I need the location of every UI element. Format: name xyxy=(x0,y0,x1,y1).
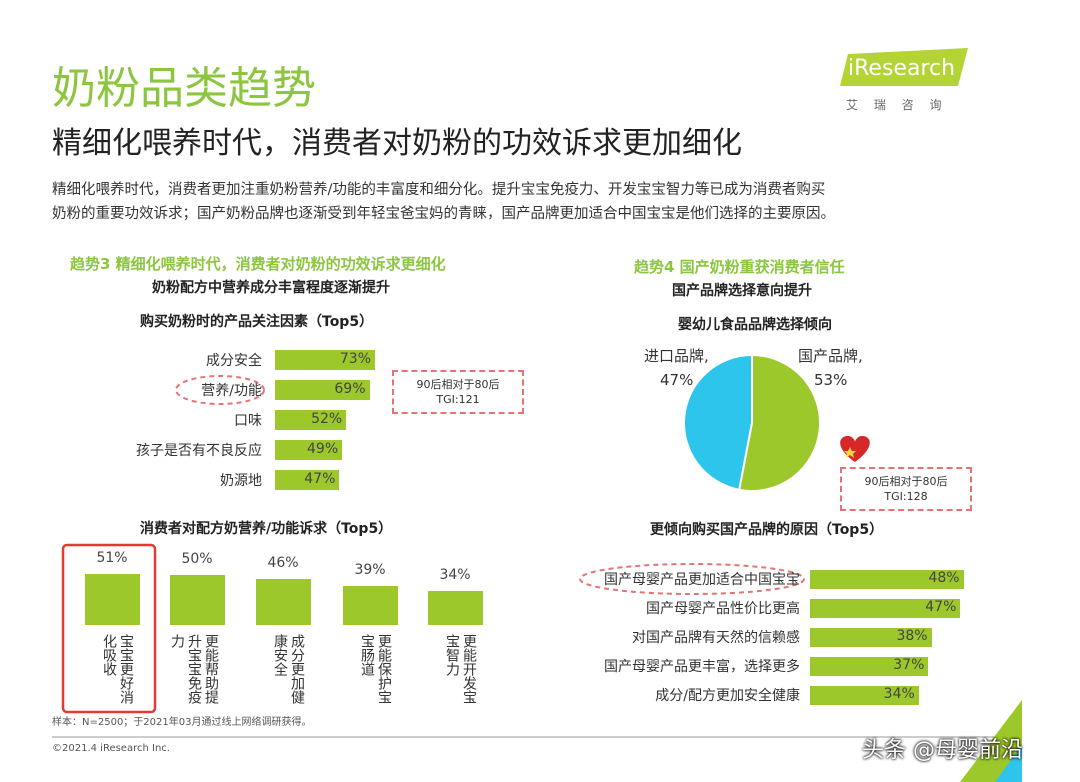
value-label: 34% xyxy=(883,686,915,702)
category-label: 国产母婴产品更加适合中国宝宝 xyxy=(604,572,800,588)
logo-sub: 艾 瑞 咨 询 xyxy=(846,98,948,112)
annotation: 90后相对于80后 TGI:128 xyxy=(840,467,972,511)
value-label: 46% xyxy=(267,555,299,571)
bar xyxy=(275,470,340,490)
value-label: 50% xyxy=(181,551,213,567)
category-label: 国产母婴产品性价比更高 xyxy=(646,601,800,617)
pie-slice xyxy=(682,353,753,491)
annotation-line: 90后相对于80后 xyxy=(864,475,948,488)
category-label: 成分更加健康安全 xyxy=(272,634,305,704)
subtitle: 精细化喂养时代，消费者对奶粉的功效诉求更加细化 xyxy=(52,126,742,161)
value-label: 73% xyxy=(339,351,371,367)
pie-label: 国产品牌, xyxy=(798,347,863,365)
value-label: 69% xyxy=(334,381,366,397)
footnote: 样本：N=2500；于2021年03月通过线上网络调研获得。 xyxy=(52,717,312,728)
chart-title: 更倾向购买国产品牌的原因（Top5） xyxy=(650,522,884,538)
section-label: 趋势4 国产奶粉重获消费者信任 xyxy=(634,258,845,276)
section-heading: 奶粉配方中营养成分丰富程度逐渐提升 xyxy=(152,280,390,296)
bar xyxy=(342,586,398,625)
pie-label: 进口品牌, xyxy=(644,347,709,365)
value-label: 39% xyxy=(354,562,386,578)
annotation-line: TGI:128 xyxy=(884,490,928,503)
category-label: 孩子是否有不良反应 xyxy=(136,443,262,459)
category-label: 成分安全 xyxy=(206,353,262,369)
value-label: 51% xyxy=(96,550,128,566)
chart-title: 购买奶粉时的产品关注因素（Top5） xyxy=(140,314,374,330)
value-label: 49% xyxy=(307,441,339,457)
annotation-line: TGI:121 xyxy=(436,393,480,406)
chart-title: 消费者对配方奶营养/功能诉求（Top5） xyxy=(140,521,393,537)
bar xyxy=(255,579,311,625)
bar xyxy=(275,440,343,460)
value-label: 34% xyxy=(439,567,471,583)
bar xyxy=(810,685,919,705)
annotation: 90后相对于80后 TGI:121 xyxy=(392,370,524,414)
category-label: 奶源地 xyxy=(220,473,262,489)
copyright: ©2021.4 iResearch Inc. xyxy=(52,743,170,754)
value-label: 38% xyxy=(896,628,928,644)
bar xyxy=(275,380,370,400)
category-label: 成分/配方更加安全健康 xyxy=(655,688,800,704)
bar xyxy=(169,575,225,625)
section-label: 趋势3 精细化喂养时代，消费者对奶粉的功效诉求更细化 xyxy=(70,255,446,273)
pie-value-label: 53% xyxy=(814,371,848,389)
section-heading: 国产品牌选择意向提升 xyxy=(672,283,812,299)
bar xyxy=(275,410,347,430)
value-label: 47% xyxy=(925,599,957,615)
category-label: 更能帮助提升宝宝免疫力 xyxy=(169,634,219,704)
category-label: 对国产品牌有天然的信赖感 xyxy=(632,630,800,646)
title: 奶粉品类趋势 xyxy=(52,63,316,114)
watermark: 头条 @母婴前沿 xyxy=(862,738,1023,763)
annotation-line: 90后相对于80后 xyxy=(416,378,500,391)
bar xyxy=(810,598,961,618)
body-line: 精细化喂养时代，消费者更加注重奶粉营养/功能的丰富度和细分化。提升宝宝免疫力、开… xyxy=(52,182,826,198)
bar xyxy=(275,350,375,370)
value-label: 37% xyxy=(893,657,925,673)
bar xyxy=(427,591,483,625)
category-label: 口味 xyxy=(234,413,262,429)
value-label: 52% xyxy=(311,411,343,427)
pie-slice xyxy=(738,353,821,492)
category-label: 更能保护宝宝肠道 xyxy=(359,634,392,704)
bar xyxy=(810,569,964,589)
chart-title: 婴幼儿食品品牌选择倾向 xyxy=(678,317,832,333)
value-label: 47% xyxy=(304,471,336,487)
category-label: 国产母婴产品更丰富，选择更多 xyxy=(604,659,800,675)
value-label: 48% xyxy=(928,570,960,586)
pie xyxy=(682,353,821,492)
logo: iResearch xyxy=(848,56,956,81)
pie-value-label: 47% xyxy=(660,371,694,389)
category-label: 营养/功能 xyxy=(201,383,262,399)
category-label: 宝宝更好消化吸收 xyxy=(101,634,134,704)
bar xyxy=(810,627,932,647)
bar xyxy=(84,574,140,625)
logo-shape xyxy=(840,48,968,86)
category-label: 更能开发宝宝智力 xyxy=(444,634,477,704)
body-line: 奶粉的重要功效诉求；国产奶粉品牌也逐渐受到年轻宝爸宝妈的青睐，国产品牌更加适合中… xyxy=(52,206,835,222)
bar xyxy=(810,656,929,676)
